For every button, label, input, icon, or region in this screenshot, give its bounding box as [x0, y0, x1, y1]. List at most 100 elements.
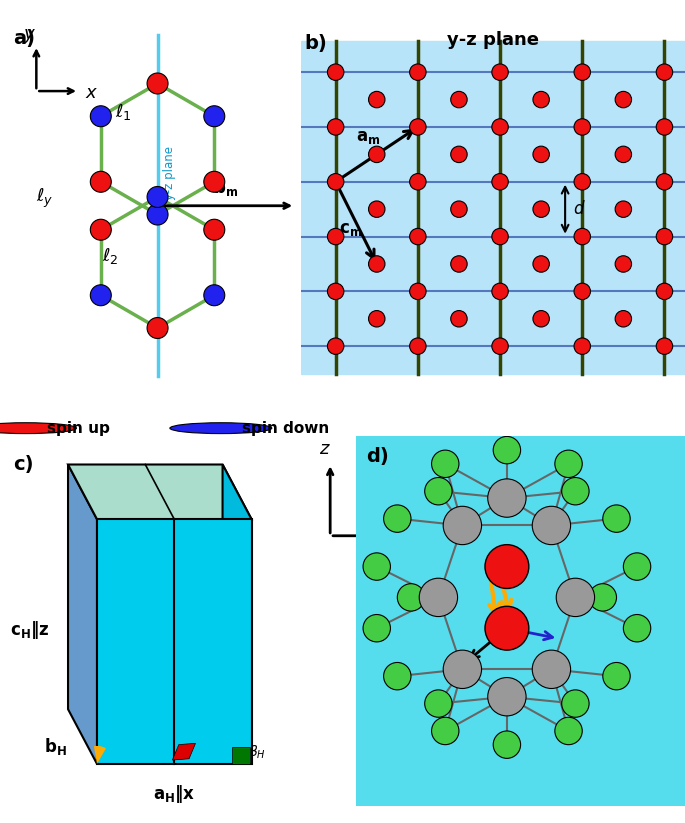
Text: y-z plane: y-z plane — [447, 31, 539, 49]
Circle shape — [615, 310, 632, 327]
Text: y-z plane: y-z plane — [163, 146, 176, 200]
Text: $\mathbf{a_m}$: $\mathbf{a_m}$ — [356, 128, 381, 146]
Circle shape — [204, 285, 225, 305]
Circle shape — [369, 91, 385, 108]
Text: spin down: spin down — [242, 421, 329, 435]
Circle shape — [623, 553, 651, 580]
Circle shape — [492, 119, 508, 135]
Wedge shape — [94, 746, 106, 764]
Circle shape — [397, 584, 425, 611]
Circle shape — [533, 256, 549, 272]
Circle shape — [327, 64, 344, 81]
Circle shape — [532, 650, 571, 689]
Circle shape — [656, 64, 673, 81]
Circle shape — [656, 283, 673, 300]
Text: $y$: $y$ — [23, 26, 36, 44]
Circle shape — [492, 228, 508, 244]
Circle shape — [555, 450, 582, 477]
Circle shape — [656, 338, 673, 355]
Circle shape — [363, 553, 390, 580]
Text: $d$: $d$ — [573, 200, 586, 218]
Circle shape — [327, 174, 344, 190]
Circle shape — [574, 228, 590, 244]
Circle shape — [384, 663, 411, 690]
Circle shape — [425, 477, 452, 505]
Circle shape — [656, 174, 673, 190]
Circle shape — [204, 106, 225, 127]
Circle shape — [443, 506, 482, 545]
Circle shape — [492, 64, 508, 81]
Bar — [232, 746, 249, 764]
Text: $\mathbf{b_H}$: $\mathbf{b_H}$ — [44, 737, 66, 757]
Circle shape — [327, 119, 344, 135]
Text: $\mathbf{c_m}$: $\mathbf{c_m}$ — [339, 220, 362, 238]
Polygon shape — [223, 464, 251, 764]
Text: c): c) — [13, 455, 34, 474]
Polygon shape — [68, 464, 251, 519]
Circle shape — [556, 579, 595, 616]
Text: $\mathbf{b_m}$: $\mathbf{b_m}$ — [213, 177, 238, 198]
Circle shape — [410, 228, 426, 244]
Circle shape — [493, 731, 521, 758]
Circle shape — [615, 91, 632, 108]
Circle shape — [562, 690, 589, 718]
Circle shape — [410, 283, 426, 300]
Circle shape — [656, 228, 673, 244]
Circle shape — [603, 663, 630, 690]
Circle shape — [555, 718, 582, 745]
Circle shape — [451, 310, 467, 327]
Circle shape — [485, 545, 529, 588]
Circle shape — [485, 607, 529, 650]
Circle shape — [410, 174, 426, 190]
Circle shape — [488, 677, 526, 716]
Circle shape — [90, 106, 111, 127]
Circle shape — [493, 436, 521, 464]
Circle shape — [492, 283, 508, 300]
Circle shape — [327, 338, 344, 355]
Circle shape — [603, 505, 630, 532]
Circle shape — [451, 146, 467, 163]
Text: $\beta_H$: $\beta_H$ — [248, 743, 266, 761]
Circle shape — [488, 479, 526, 517]
Text: $\ell_1$: $\ell_1$ — [115, 102, 132, 123]
Circle shape — [615, 201, 632, 217]
Circle shape — [562, 477, 589, 505]
Circle shape — [369, 146, 385, 163]
Circle shape — [410, 119, 426, 135]
Circle shape — [410, 64, 426, 81]
Circle shape — [0, 423, 77, 434]
Text: $\gamma_H$: $\gamma_H$ — [169, 746, 186, 761]
Polygon shape — [97, 519, 251, 764]
Text: $\ell_2$: $\ell_2$ — [102, 246, 119, 267]
Text: a): a) — [14, 29, 36, 48]
Text: $\alpha_H$: $\alpha_H$ — [97, 744, 116, 759]
Circle shape — [363, 615, 390, 642]
Text: $x$: $x$ — [86, 84, 99, 101]
Circle shape — [170, 423, 272, 434]
Circle shape — [369, 201, 385, 217]
Text: b): b) — [305, 35, 327, 53]
Circle shape — [492, 338, 508, 355]
Circle shape — [432, 718, 459, 745]
Circle shape — [327, 228, 344, 244]
Circle shape — [432, 450, 459, 477]
Text: $y$: $y$ — [376, 537, 390, 555]
Text: spin up: spin up — [47, 421, 110, 435]
Polygon shape — [68, 464, 97, 764]
Circle shape — [533, 146, 549, 163]
Circle shape — [384, 505, 411, 532]
Circle shape — [147, 204, 168, 225]
Circle shape — [443, 650, 482, 689]
Circle shape — [533, 201, 549, 217]
Circle shape — [623, 615, 651, 642]
Circle shape — [574, 119, 590, 135]
Circle shape — [532, 506, 571, 545]
Circle shape — [90, 219, 111, 240]
Circle shape — [574, 338, 590, 355]
Circle shape — [327, 283, 344, 300]
Circle shape — [369, 310, 385, 327]
Circle shape — [369, 256, 385, 272]
Circle shape — [589, 584, 616, 611]
Circle shape — [615, 256, 632, 272]
Text: $\mathbf{c_H \| z}$: $\mathbf{c_H \| z}$ — [10, 619, 49, 641]
